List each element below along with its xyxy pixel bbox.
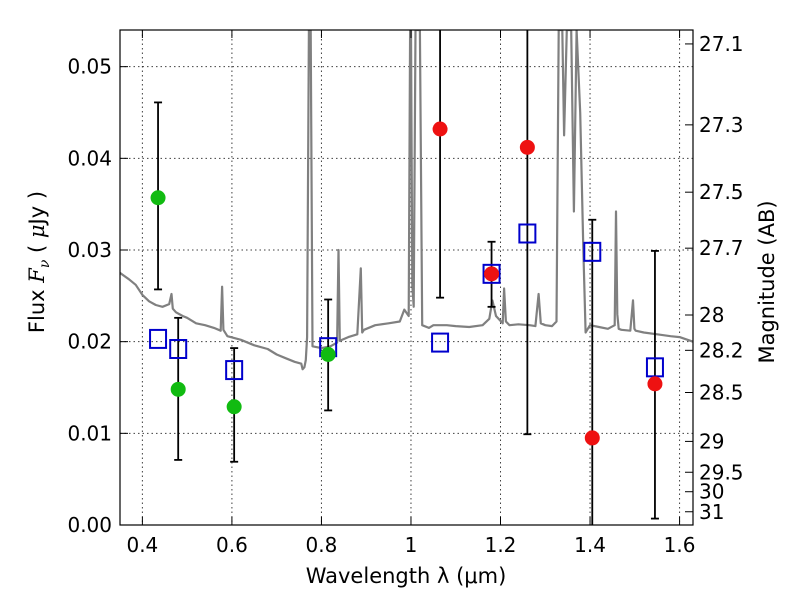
mag-tick-label: 27.3 [699, 113, 744, 137]
red-detections-point [584, 430, 600, 446]
mag-tick-label: 29 [699, 429, 724, 453]
model-photometry-square [225, 360, 244, 381]
x-tick-label: 1.6 [664, 533, 696, 557]
mag-tick-label: 28 [699, 303, 724, 327]
x-tick-label: 1 [405, 533, 418, 557]
plot-frame [119, 29, 694, 526]
y-axis-title: Flux Fν ( μJy ) [25, 191, 53, 333]
y-axis-title-part-5: μ [25, 224, 49, 238]
y-axis-title-part-1: Flux [25, 283, 49, 333]
red-detections-point [484, 266, 500, 282]
y-tick-label: 0.01 [67, 421, 112, 445]
model-photometry-square [482, 263, 501, 284]
x-tick-label: 0.4 [126, 533, 158, 557]
mag-tick-label: 28.5 [699, 381, 744, 405]
y-tick-label: 0.05 [67, 55, 112, 79]
y-tick-label: 0.04 [67, 146, 112, 170]
model-photometry-square [169, 339, 188, 359]
mag-tick-label: 27.1 [699, 32, 744, 56]
green-detections-point [150, 190, 166, 206]
green-detections-point [320, 347, 336, 362]
green-detections-point [226, 399, 242, 415]
model-photometry-square [431, 332, 450, 353]
y-tick-label: 0.03 [67, 238, 112, 262]
x-tick-label: 0.6 [216, 533, 248, 557]
x-axis-title: Wavelength λ (μm) [306, 564, 507, 588]
red-detections-point [432, 121, 448, 137]
spectrum-layer [120, 30, 693, 371]
model-photometry-square [583, 241, 602, 262]
y-axis-title-part-3: ν [37, 259, 53, 268]
green-detections-point [170, 381, 186, 397]
mag-tick-label: 30 [699, 480, 724, 504]
mag-tick-label: 31 [699, 500, 724, 524]
model-photometry-square [518, 223, 537, 244]
marker-layer [149, 121, 664, 446]
model-photometry-square [149, 328, 168, 349]
y-tick-label: 0.00 [67, 513, 112, 537]
mag-tick-label: 28.2 [699, 338, 744, 362]
x-tick-label: 1.2 [485, 533, 517, 557]
x-tick-label: 0.8 [306, 533, 338, 557]
y-axis-title-part-6: Jy ) [25, 191, 49, 227]
mag-tick-label: 27.5 [699, 180, 744, 204]
mag-tick-label: 27.7 [699, 236, 744, 260]
y-tick-label: 0.02 [67, 330, 112, 354]
mag-tick-label: 29.5 [699, 460, 744, 484]
x-tick-label: 1.4 [574, 533, 606, 557]
red-detections-point [519, 139, 535, 155]
y-axis-left: 0.00 0.01 0.02 0.03 0.04 0.05 [67, 55, 128, 537]
red-detections-point [647, 376, 663, 392]
y-axis-title-part-4: ( [25, 238, 49, 260]
x-axis: 0.4 0.6 0.8 1 1.2 1.4 1.6 [126, 30, 695, 557]
y-axis-right-title: Magnitude (AB) [755, 200, 779, 363]
y-axis-title-part-2: F [25, 267, 49, 284]
model-spectrum-line [120, 30, 693, 371]
